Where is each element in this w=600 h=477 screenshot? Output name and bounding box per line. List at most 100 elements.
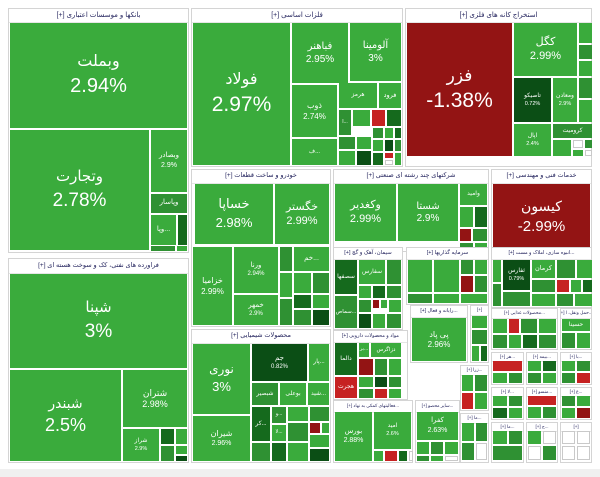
- tile-cell[interactable]: [372, 110, 385, 126]
- tile-cell[interactable]: [387, 260, 401, 284]
- auto-header[interactable]: خودرو و ساخت قطعات [+]: [192, 170, 330, 184]
- tile-cell[interactable]: [493, 446, 522, 460]
- tile-دالما[interactable]: دالما: [335, 343, 357, 375]
- tile-cell[interactable]: [528, 446, 541, 460]
- tile-شستا[interactable]: شستا 2.9%: [398, 184, 458, 241]
- tile-cell[interactable]: [373, 140, 383, 151]
- tile-ومعادن[interactable]: ومعادن 2.9%: [553, 78, 577, 122]
- tile-cell[interactable]: [475, 207, 487, 227]
- tile-cell[interactable]: [553, 140, 571, 156]
- tile-cell[interactable]: [385, 451, 397, 461]
- tile-cell[interactable]: [461, 260, 473, 274]
- tile-cell[interactable]: [359, 377, 373, 387]
- tile-cell[interactable]: [431, 456, 443, 461]
- tile-cell[interactable]: [573, 150, 583, 156]
- tile-cell[interactable]: [387, 314, 401, 328]
- tile-cell[interactable]: [539, 319, 556, 333]
- tile-هجرت[interactable]: هجرت: [335, 377, 357, 398]
- tile-cell[interactable]: [577, 333, 590, 348]
- tile-هرمز[interactable]: هرمز: [339, 83, 377, 108]
- tile-cell[interactable]: [359, 359, 373, 375]
- tile-cell[interactable]: [577, 373, 590, 383]
- tile-cell[interactable]: [493, 284, 501, 306]
- tile-cell[interactable]: [532, 294, 555, 306]
- tile-cell[interactable]: [462, 375, 473, 391]
- tile-cell[interactable]: [462, 443, 474, 460]
- tile-cell[interactable]: [434, 260, 459, 292]
- tile-cell[interactable]: [585, 140, 592, 148]
- tile-cell[interactable]: [389, 300, 401, 312]
- tile-cell[interactable]: [252, 443, 270, 461]
- tile-cell[interactable]: [461, 276, 473, 292]
- tile-cell[interactable]: [472, 316, 487, 328]
- tile-cell[interactable]: [509, 319, 519, 333]
- tile-...شید[interactable]: ...شید: [308, 383, 329, 405]
- tile-cell[interactable]: [493, 260, 501, 282]
- micro-r3c3-header[interactable]: [+]: [561, 423, 591, 432]
- tile-...ا[interactable]: ...ا: [339, 110, 351, 135]
- tile-cell[interactable]: [543, 407, 556, 418]
- food-header[interactable]: ...محصولات غذایی [+]: [492, 309, 557, 319]
- tile-cell[interactable]: [272, 443, 286, 461]
- tile-cell[interactable]: [310, 449, 329, 461]
- tile-cell[interactable]: [493, 396, 507, 406]
- micro-it-right-header[interactable]: [+]: [471, 306, 488, 316]
- conglomerates-header[interactable]: شرکتهای چند رشته ای صنعتی [+]: [334, 170, 488, 184]
- micro-left-2-header[interactable]: ...ما [+]: [461, 414, 488, 424]
- tile-cell[interactable]: [417, 442, 429, 454]
- tile-cell[interactable]: [493, 408, 507, 418]
- tile-cell[interactable]: [562, 431, 575, 444]
- tile-cell[interactable]: [385, 140, 393, 151]
- transport-header[interactable]: ...حمل ونقل، ا [+]: [561, 309, 591, 319]
- tile-cell[interactable]: [375, 389, 387, 398]
- tile-کفرا[interactable]: کفرا 2.63%: [417, 412, 458, 440]
- tile-کیسون[interactable]: کیسون -2.99%: [493, 184, 590, 250]
- tile-cell[interactable]: [375, 359, 387, 375]
- tile-cell[interactable]: [359, 314, 371, 328]
- tile-cell[interactable]: [575, 294, 592, 306]
- tile-cell[interactable]: [389, 359, 401, 375]
- tile-cell[interactable]: [176, 429, 187, 444]
- tile-cell[interactable]: [387, 286, 401, 298]
- tile-cell[interactable]: [339, 137, 355, 149]
- micro-r3c1-header[interactable]: ...ما [+]: [492, 423, 523, 432]
- tile-cell[interactable]: [395, 153, 401, 165]
- tile-امید[interactable]: امید 2.6%: [374, 412, 411, 449]
- tile-cell[interactable]: [503, 292, 530, 306]
- tile-فباهنر[interactable]: فباهنر 2.95%: [292, 23, 348, 83]
- tile-ثفارس[interactable]: ثفارس 0.79%: [503, 260, 530, 290]
- tile-cell[interactable]: [294, 295, 311, 308]
- tile-اپال[interactable]: اپال 2.4%: [514, 124, 551, 156]
- tile-cell[interactable]: [288, 423, 308, 441]
- micro-r1c3-header[interactable]: ...با [+]: [561, 353, 591, 362]
- tile-cell[interactable]: [408, 294, 432, 303]
- tile-cell[interactable]: [310, 435, 329, 447]
- tile-cell[interactable]: [373, 314, 385, 328]
- tile-شپنا[interactable]: شپنا 3%: [10, 274, 187, 368]
- tile-ورنا[interactable]: ورنا 2.94%: [234, 247, 278, 293]
- tile-cell[interactable]: [176, 446, 187, 454]
- tile-cell[interactable]: [359, 389, 373, 398]
- tile-cell[interactable]: [585, 150, 592, 156]
- aux-finance-header[interactable]: ...فعالیتهای کمکی به نهاد [+]: [334, 401, 412, 413]
- tile-...کر[interactable]: ...کر: [252, 407, 270, 441]
- tile-cell[interactable]: [523, 335, 537, 348]
- tile-سفارس[interactable]: سفارس: [359, 260, 385, 284]
- tile-کرمان[interactable]: کرمان: [532, 260, 555, 278]
- tile-وبصادر[interactable]: وبصادر 2.9%: [151, 130, 187, 192]
- cement-header[interactable]: سیمان، آهک و گچ [+]: [334, 248, 402, 260]
- tile-cell[interactable]: [310, 407, 329, 421]
- real-estate-header[interactable]: ...انبوه سازی، املاک و مست [+]: [492, 248, 591, 260]
- tile-cell[interactable]: [431, 442, 443, 454]
- tile-cell[interactable]: [417, 456, 429, 461]
- tile-وپاسار[interactable]: وپاسار: [151, 194, 187, 213]
- tile-cell[interactable]: [399, 451, 407, 461]
- tile-...پار[interactable]: ...پار: [309, 344, 329, 381]
- tile-cell[interactable]: [408, 260, 432, 292]
- tile-حسینا[interactable]: حسینا: [562, 319, 590, 331]
- tile-شبصیر[interactable]: شبصیر: [252, 383, 278, 405]
- tile-cell[interactable]: [176, 456, 187, 461]
- tile-خساپا[interactable]: خساپا 2.98%: [195, 184, 273, 244]
- tile-cell[interactable]: [385, 128, 393, 138]
- tile-cell[interactable]: [460, 207, 473, 227]
